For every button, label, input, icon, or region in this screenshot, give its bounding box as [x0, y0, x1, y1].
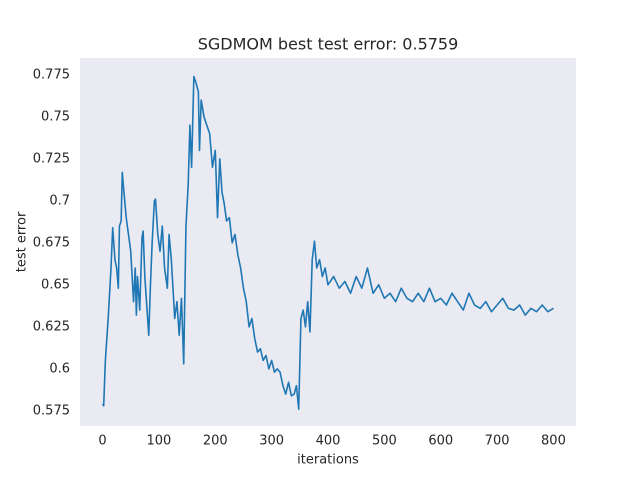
- plot-area: [80, 58, 576, 426]
- y-tick-label: 0.675: [33, 235, 70, 250]
- y-tick-label: 0.575: [33, 403, 70, 418]
- y-tick-label: 0.775: [33, 67, 70, 82]
- y-tick-label: 0.75: [41, 109, 70, 124]
- y-tick-label: 0.65: [41, 277, 70, 292]
- y-tick-label: 0.6: [49, 361, 70, 376]
- x-tick-label: 0: [98, 434, 106, 449]
- x-tick-label: 600: [428, 434, 453, 449]
- x-tick-label: 700: [485, 434, 510, 449]
- x-tick-label: 500: [372, 434, 397, 449]
- y-axis-label: test error: [15, 211, 30, 272]
- chart-title: SGDMOM best test error: 0.5759: [198, 35, 459, 54]
- x-tick-label: 800: [541, 434, 566, 449]
- y-tick-label: 0.725: [33, 151, 70, 166]
- x-tick-label: 400: [316, 434, 341, 449]
- x-tick-label: 100: [146, 434, 171, 449]
- x-axis-label: iterations: [297, 453, 359, 468]
- y-tick-label: 0.625: [33, 319, 70, 334]
- line: [101, 75, 554, 410]
- x-tick-label: 200: [203, 434, 228, 449]
- y-tick-label: 0.7: [49, 193, 70, 208]
- x-tick-label: 300: [259, 434, 284, 449]
